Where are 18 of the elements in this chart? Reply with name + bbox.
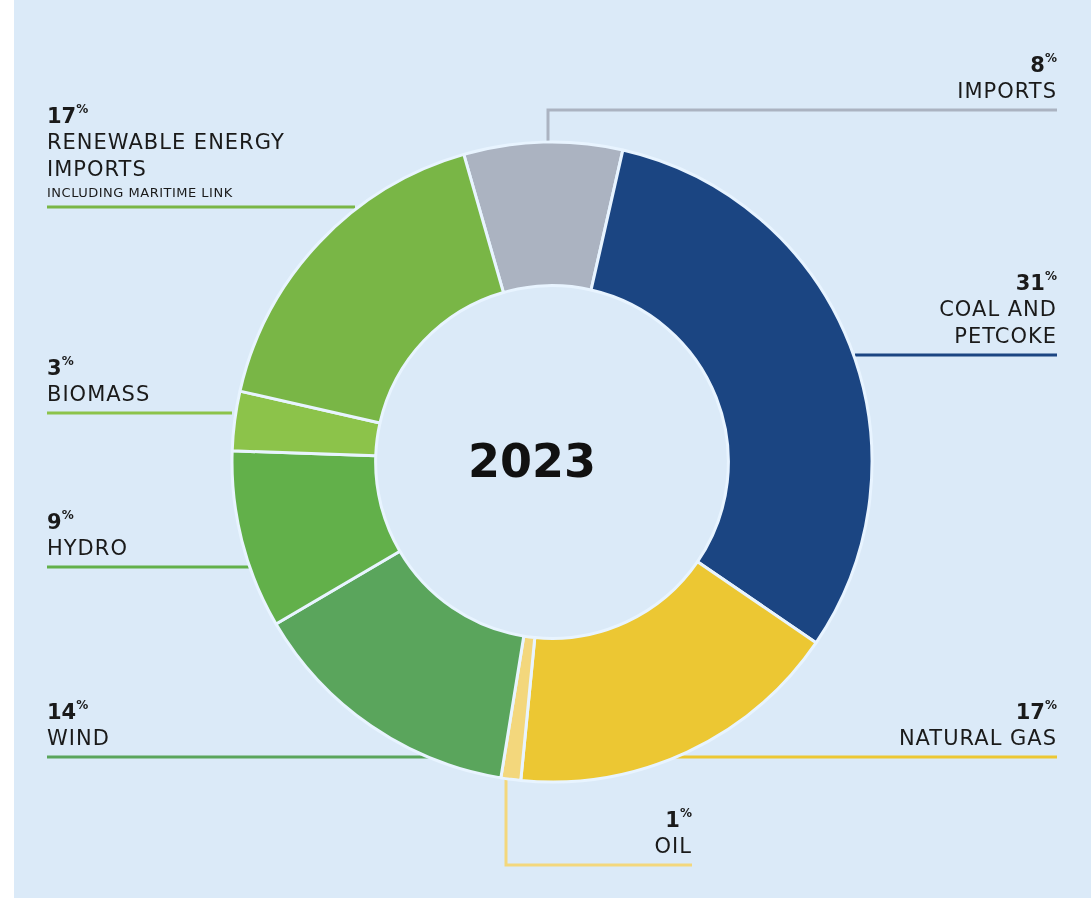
slice-label: COAL AND PETCOKE [938,296,1057,349]
slice-label: NATURAL GAS [897,724,1057,751]
slice-label: BIOMASS [47,380,152,407]
text: 2023 [467,433,597,488]
slice-label: IMPORTS [956,77,1057,104]
data-label: 14$^{%}$ [47,697,90,725]
data-label: 17$^{%}$ [47,102,90,130]
text: INCLUDING MARITIME LINK [47,184,234,201]
data-label: 17$^{%}$ [1014,697,1057,725]
data-label: 1$^{%}$ [664,805,692,833]
slice-label: HYDRO [47,534,129,561]
data-label: 8$^{%}$ [1029,50,1057,78]
slice-label: WIND [47,724,111,751]
slice-label: RENEWABLE ENERGY IMPORTS [47,129,286,182]
data-label: 9$^{%}$ [47,507,75,535]
data-label: 3$^{%}$ [47,353,75,381]
slice-label: OIL [653,832,692,859]
data-label: 31$^{%}$ [1014,269,1057,297]
